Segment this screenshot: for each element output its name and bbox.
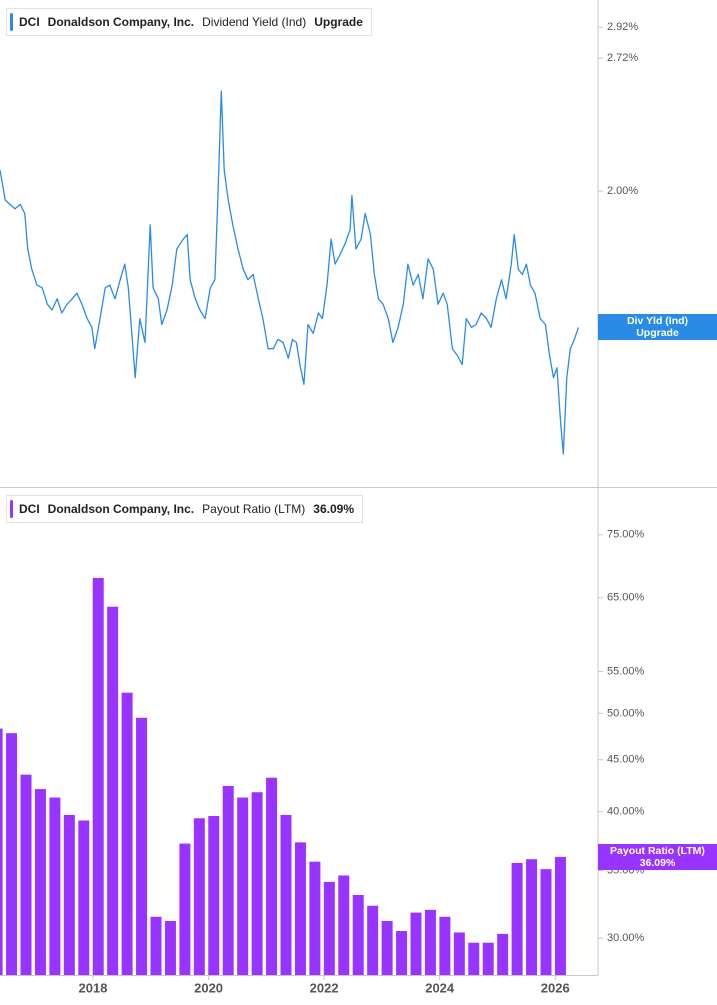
x-tick-label: 2022 [310, 980, 339, 995]
bar [526, 859, 538, 975]
plot-area [0, 577, 566, 975]
tag-line: Payout Ratio (LTM) [610, 844, 705, 857]
legend-color [10, 13, 13, 31]
bar [482, 942, 494, 975]
bar [439, 916, 451, 975]
y-tick-label: 65.00% [607, 592, 645, 604]
y-tick-label: 75.00% [607, 529, 645, 541]
bar [237, 797, 249, 975]
bar [410, 912, 422, 975]
bar [49, 797, 61, 975]
bar [136, 717, 148, 975]
bar [338, 875, 350, 975]
y-tick-label: 55.00% [607, 665, 645, 677]
x-tick-label: 2020 [194, 980, 223, 995]
plot-area [0, 90, 580, 455]
bar [164, 921, 176, 975]
bar [468, 942, 480, 975]
bar [352, 894, 364, 975]
company-name: Donaldson Company, Inc. [47, 15, 195, 29]
bar [540, 869, 552, 975]
bar [323, 881, 335, 975]
bar [554, 856, 566, 975]
bar [251, 792, 263, 975]
metric-name: Dividend Yield (Ind) [202, 15, 307, 29]
bar [497, 933, 509, 975]
tag-line: Div Yld (Ind) [626, 315, 689, 328]
legend: DCI Donaldson Company, Inc. Dividend Yield… [6, 8, 372, 36]
bar [381, 921, 393, 975]
bar [294, 842, 306, 975]
x-tick-label: 2026 [541, 980, 570, 995]
bar [424, 909, 436, 975]
bar [92, 577, 104, 975]
x-tick-label: 2024 [425, 980, 455, 995]
bar [266, 777, 278, 975]
bar [6, 733, 18, 975]
metric-name: Payout Ratio (LTM) [202, 502, 306, 516]
y-tick-label: 50.00% [607, 707, 645, 719]
ticker: DCI [19, 502, 40, 516]
bar [453, 932, 465, 975]
metric-value: 36.09% [313, 502, 354, 516]
bar [280, 814, 292, 975]
x-tick-label: 2018 [79, 980, 108, 995]
bar [63, 814, 75, 975]
bar [511, 862, 523, 975]
bar [150, 916, 162, 975]
legend-color [10, 500, 13, 518]
value-tag: Div Yld (Ind) Upgrade [598, 314, 717, 341]
bar [0, 728, 3, 975]
dividend-yield-line [0, 90, 580, 455]
y-tick-label: 40.00% [607, 806, 645, 818]
y-tick-label: 30.00% [607, 932, 645, 944]
bar [193, 818, 205, 975]
bar [78, 820, 90, 975]
y-tick-label: 2.92% [607, 21, 638, 33]
ticker: DCI [19, 15, 40, 29]
bar [367, 905, 379, 975]
tag-line: Upgrade [636, 327, 679, 340]
bar [107, 606, 119, 975]
bar [222, 785, 234, 975]
y-tick-label: 2.00% [607, 185, 638, 197]
legend: DCI Donaldson Company, Inc. Payout Ratio (… [6, 495, 363, 523]
y-tick-label: 2.72% [607, 52, 638, 64]
value-tag: Payout Ratio (LTM) 36.09% [598, 843, 717, 870]
bar [208, 816, 220, 975]
bar [121, 692, 133, 975]
y-tick-label: 45.00% [607, 754, 645, 766]
tag-line: 36.09% [639, 856, 676, 869]
bar [179, 843, 191, 975]
company-name: Donaldson Company, Inc. [47, 502, 195, 516]
bar [20, 774, 32, 975]
bar [309, 861, 321, 975]
metric-value: Upgrade [314, 15, 363, 29]
bar [34, 789, 46, 975]
bar [396, 931, 408, 975]
